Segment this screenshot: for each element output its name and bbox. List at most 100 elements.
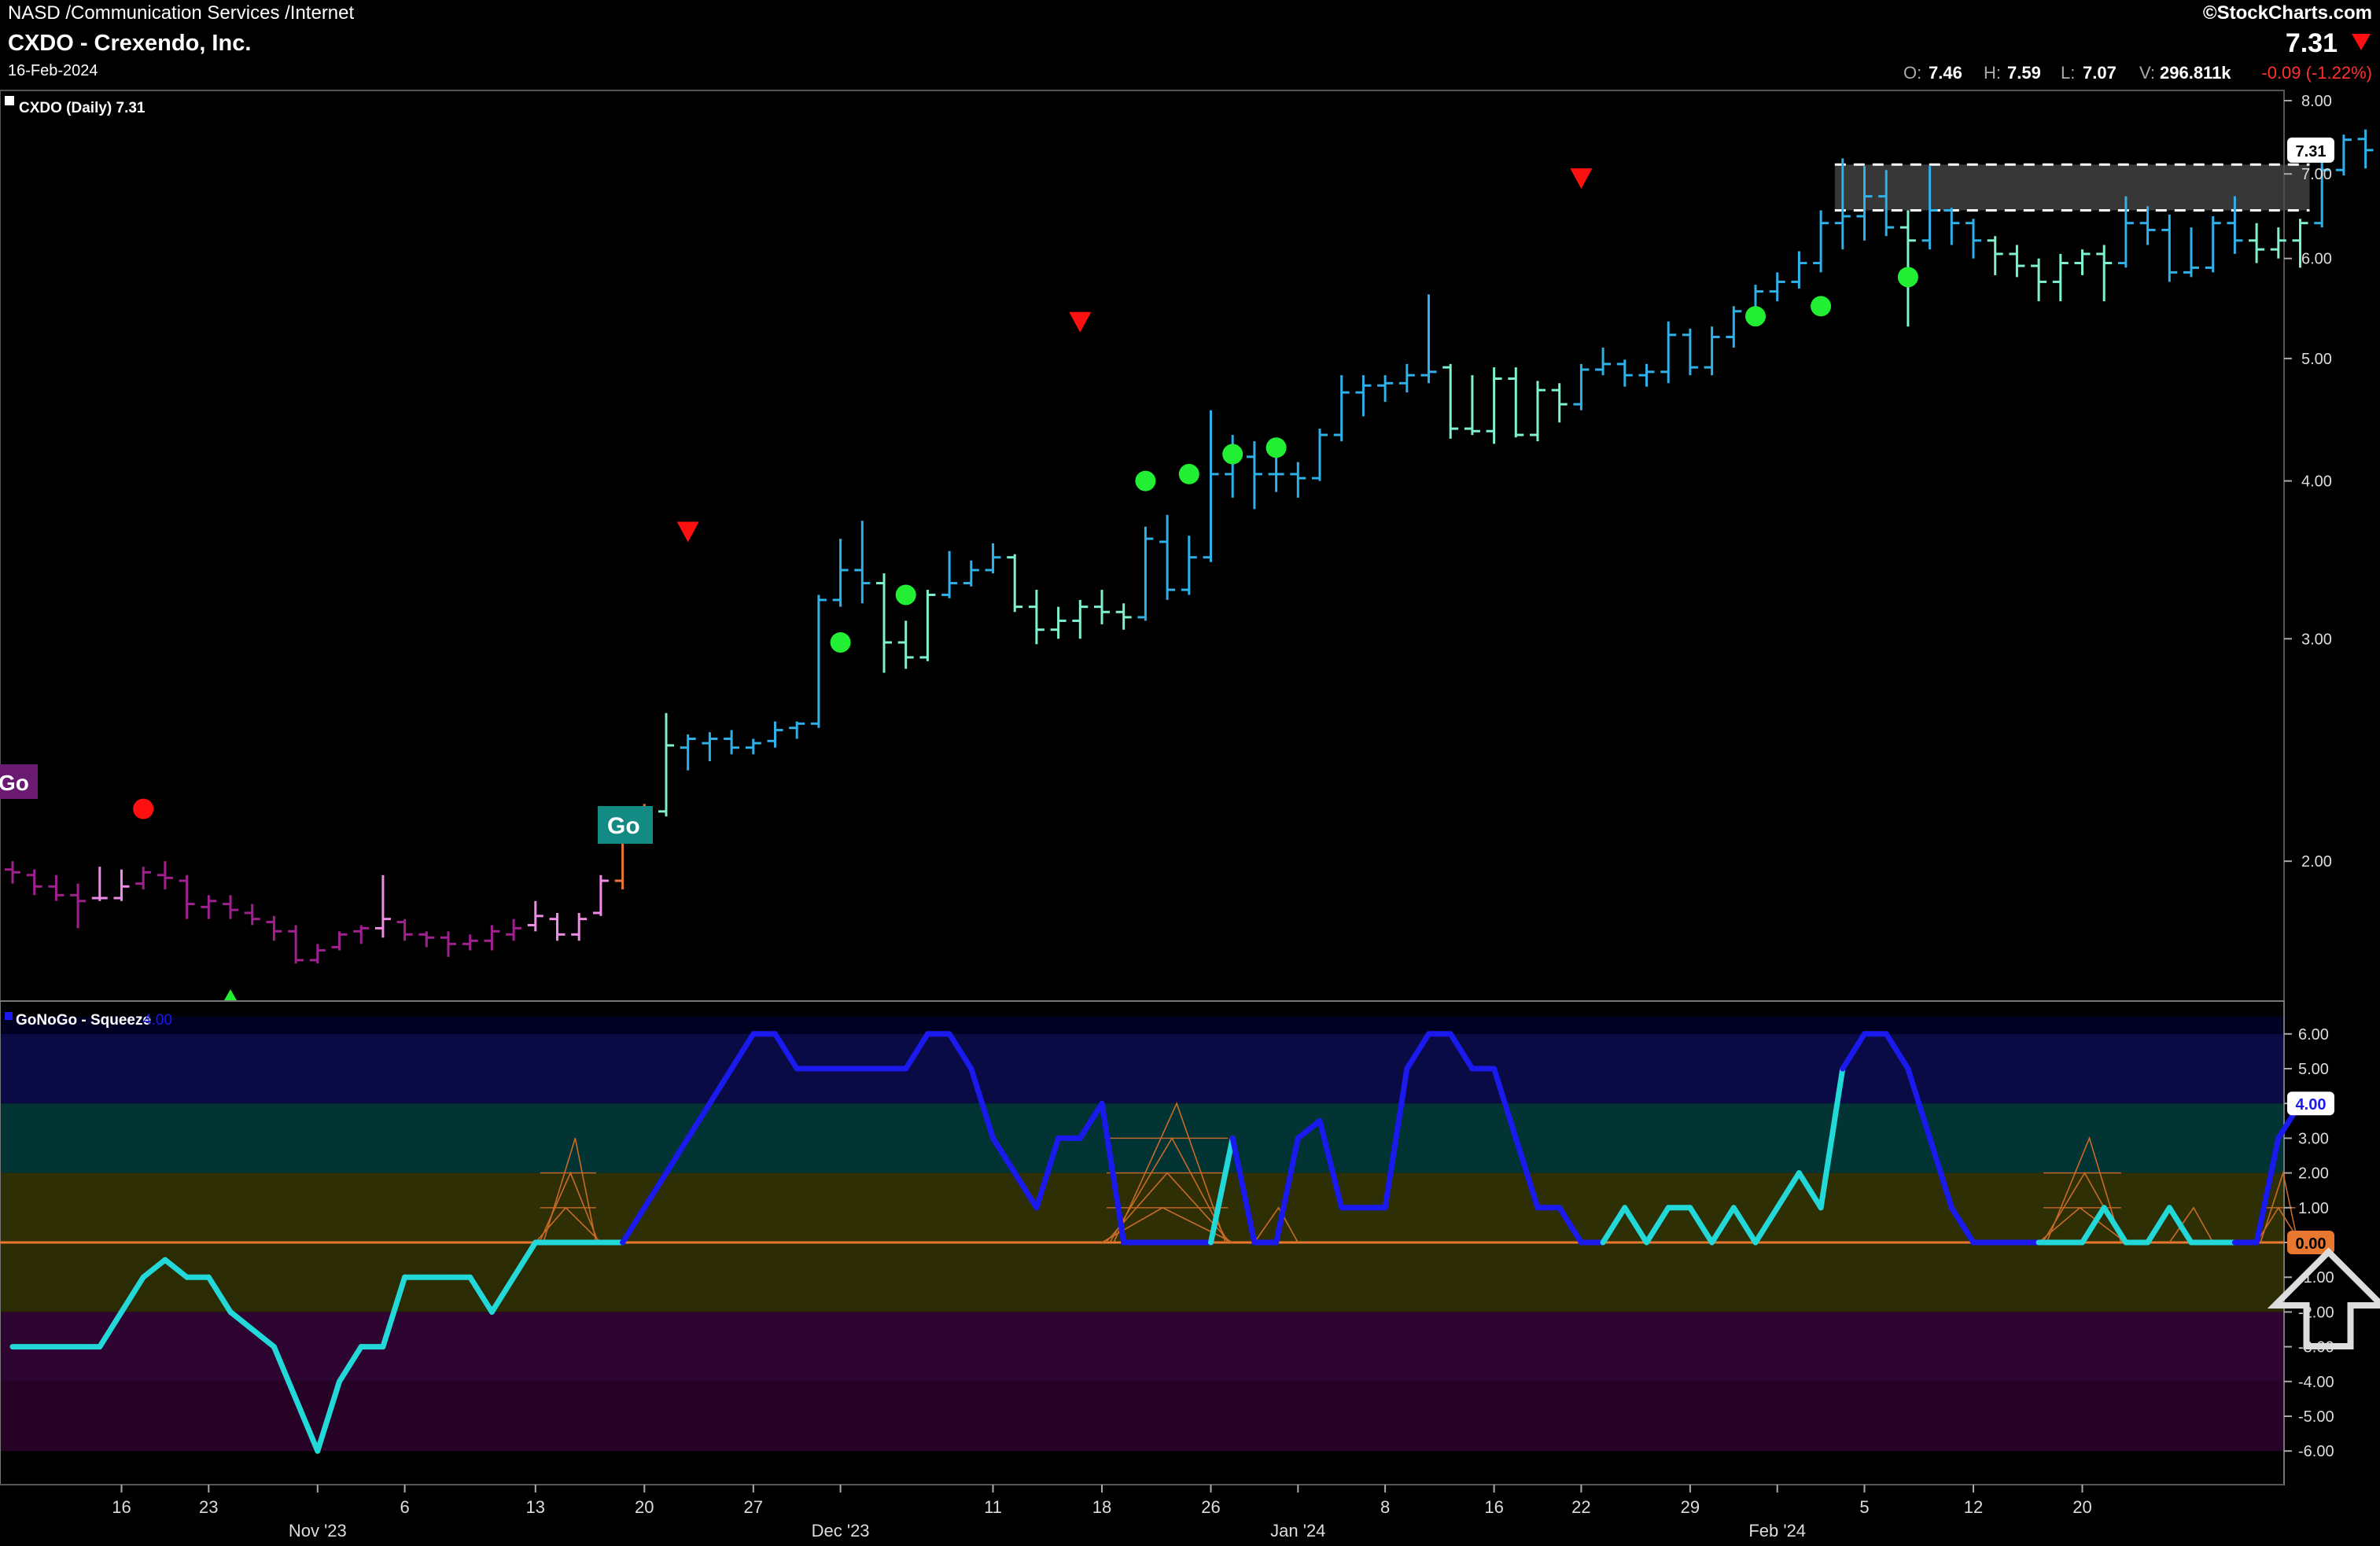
ohlc-bar — [244, 904, 260, 926]
ohlc-bar — [2096, 245, 2113, 302]
ohlc-bar — [2249, 223, 2265, 263]
ohlc-bar — [201, 895, 217, 919]
osc-zone-band — [1, 1033, 2283, 1104]
open-label: O: — [1903, 63, 1921, 83]
price-axis-label: 8.00 — [2301, 93, 2332, 110]
ohlc-bar — [1834, 158, 1851, 250]
price-legend: CXDO (Daily) 7.31 — [19, 100, 146, 116]
ohlc-bar — [1377, 375, 1394, 403]
ohlc-bar — [266, 915, 282, 941]
ohlc-bar — [1660, 321, 1677, 384]
osc-line-segment — [249, 1327, 277, 1350]
osc-line-segment — [1099, 1100, 1127, 1246]
osc-axis-label: -4.00 — [2298, 1374, 2334, 1391]
squeeze-line — [1254, 1206, 1299, 1243]
ohlc-bar — [2031, 258, 2047, 302]
ohlc-bar — [832, 539, 849, 607]
osc-line-segment — [2145, 1205, 2172, 1246]
ohlc-bar — [2052, 253, 2069, 302]
osc-line-segment — [903, 1031, 930, 1072]
ohlc-bar — [854, 521, 871, 604]
ohlc-bar — [2183, 227, 2199, 278]
red-dot-marker — [133, 798, 154, 819]
high-label: H: — [1984, 63, 2001, 83]
ohlc-bar — [1072, 599, 1089, 639]
ohlc-bar — [680, 734, 696, 771]
osc-line-segment — [1818, 1066, 1846, 1211]
go-dot-marker — [1897, 267, 1918, 288]
go-dot-marker — [1745, 306, 1766, 327]
osc-axis-label: 6.00 — [2298, 1026, 2329, 1044]
osc-zero-tag-label: 0.00 — [2296, 1235, 2327, 1253]
ohlc-bar — [702, 732, 718, 761]
go-dot-marker — [1266, 437, 1287, 458]
osc-line-segment — [1774, 1170, 1802, 1211]
ohlc-bar — [658, 712, 674, 817]
osc-line-segment — [1883, 1031, 1911, 1072]
ohlc-bar — [1464, 375, 1480, 436]
ohlc-bar — [1486, 367, 1502, 444]
osc-last-tag — [2287, 1091, 2334, 1116]
osc-axis-label: 5.00 — [2298, 1061, 2329, 1078]
squeeze-cluster — [535, 1138, 602, 1243]
x-axis-label: Feb '24 — [1748, 1521, 1806, 1540]
x-axis-label: 5 — [1859, 1497, 1869, 1517]
x-axis-label: 26 — [1201, 1497, 1220, 1517]
osc-zone-band — [1, 1242, 2283, 1312]
ohlc-bar — [353, 925, 370, 944]
ohlc-bar — [2139, 206, 2156, 245]
x-axis-label: 8 — [1380, 1497, 1390, 1517]
osc-line-segment — [510, 1239, 539, 1280]
osc-legend-box — [5, 1012, 13, 1020]
high-value: 7.59 — [2007, 63, 2041, 83]
x-axis-label: Nov '23 — [289, 1521, 347, 1540]
ohlc-bar — [1878, 170, 1895, 237]
osc-line-segment — [706, 1066, 735, 1106]
ohlc-bar — [1682, 328, 1698, 376]
x-axis-label: 16 — [1484, 1497, 1503, 1517]
x-axis-label: 20 — [2072, 1497, 2091, 1517]
x-axis-label: 13 — [526, 1497, 545, 1517]
osc-line-segment — [728, 1031, 757, 1072]
ohlc-bar — [440, 931, 456, 957]
ohlc-bar — [135, 867, 152, 889]
ohlc-bar — [1638, 363, 1655, 387]
osc-line-segment — [1687, 1205, 1715, 1246]
last-price: 7.31 — [2286, 28, 2338, 58]
x-axis-label: 27 — [744, 1497, 763, 1517]
osc-line-segment — [1948, 1205, 1977, 1246]
ohlc-bar — [2357, 129, 2374, 169]
osc-line-segment — [380, 1274, 408, 1350]
go-label-left-box — [0, 764, 38, 799]
osc-axis-label: 3.00 — [2298, 1130, 2329, 1147]
osc-line-segment — [205, 1274, 234, 1315]
price-axis-label: 4.00 — [2301, 473, 2332, 491]
ohlc-bar — [1181, 536, 1197, 595]
x-axis-label: 20 — [635, 1497, 654, 1517]
osc-line-segment — [685, 1100, 713, 1141]
go-dot-marker — [830, 631, 851, 653]
osc-line-segment — [1512, 1135, 1541, 1211]
squeeze-cluster — [2168, 1206, 2214, 1243]
ohlc-bar — [592, 874, 609, 916]
ohlc-bar — [1246, 441, 1262, 510]
osc-line-segment — [1295, 1117, 1323, 1141]
osc-line-segment — [1730, 1205, 1759, 1246]
ohlc-bar — [1616, 359, 1633, 387]
low-value: 7.07 — [2083, 63, 2117, 83]
osc-line-segment — [467, 1274, 495, 1315]
osc-line-segment — [968, 1066, 996, 1141]
squeeze-line — [2260, 1170, 2299, 1243]
osc-line-segment — [119, 1274, 146, 1315]
ohlc-bar — [897, 620, 914, 669]
osc-line-segment — [1317, 1117, 1345, 1211]
low-label: L: — [2061, 63, 2075, 83]
ohlc-bar — [745, 738, 761, 755]
volume-value: 296.811k — [2160, 63, 2231, 83]
price-axis-label: 2.00 — [2301, 853, 2332, 871]
go-dot-marker — [1135, 470, 1156, 491]
ohlc-bar — [484, 925, 500, 951]
x-axis-label: 23 — [199, 1497, 218, 1517]
go-label-left: Go — [0, 771, 29, 795]
